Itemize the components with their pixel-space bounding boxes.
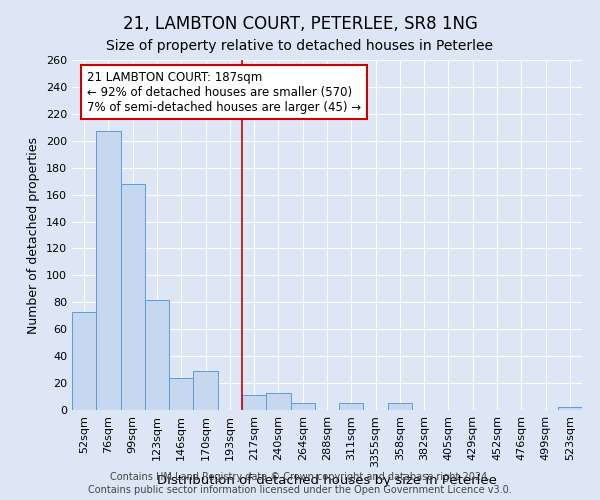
Bar [145,300,169,410]
Bar [193,371,218,410]
Bar [121,184,145,410]
Bar [266,392,290,410]
Bar [339,404,364,410]
Bar [388,404,412,410]
Text: 21 LAMBTON COURT: 187sqm
← 92% of detached houses are smaller (570)
7% of semi-d: 21 LAMBTON COURT: 187sqm ← 92% of detach… [88,70,361,114]
Bar [96,132,121,410]
X-axis label: Distribution of detached houses by size in Peterlee: Distribution of detached houses by size … [157,474,497,486]
Y-axis label: Number of detached properties: Number of detached properties [28,136,40,334]
Bar [558,408,582,410]
Bar [290,404,315,410]
Text: Contains HM Land Registry data © Crown copyright and database right 2024.
Contai: Contains HM Land Registry data © Crown c… [88,472,512,495]
Bar [72,312,96,410]
Text: Size of property relative to detached houses in Peterlee: Size of property relative to detached ho… [107,39,493,53]
Text: 21, LAMBTON COURT, PETERLEE, SR8 1NG: 21, LAMBTON COURT, PETERLEE, SR8 1NG [122,15,478,33]
Bar [242,395,266,410]
Bar [169,378,193,410]
